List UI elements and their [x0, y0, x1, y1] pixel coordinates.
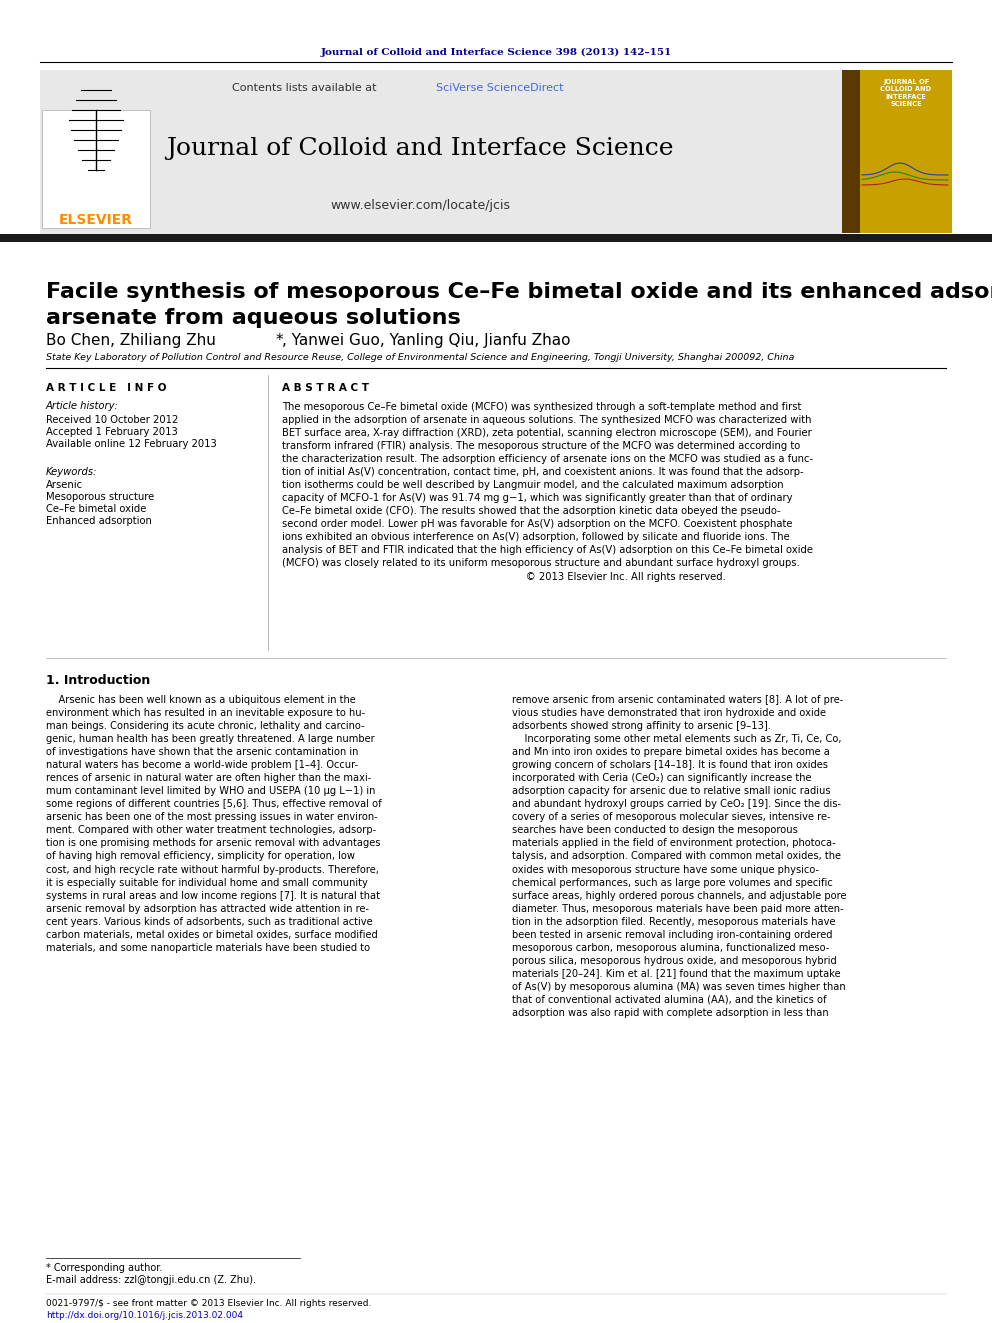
Text: remove arsenic from arsenic contaminated waters [8]. A lot of pre-
vious studies: remove arsenic from arsenic contaminated… — [512, 695, 846, 1017]
Text: State Key Laboratory of Pollution Control and Resource Reuse, College of Environ: State Key Laboratory of Pollution Contro… — [46, 353, 795, 363]
Text: , Yanwei Guo, Yanling Qiu, Jianfu Zhao: , Yanwei Guo, Yanling Qiu, Jianfu Zhao — [282, 332, 570, 348]
Text: 0021-9797/$ - see front matter © 2013 Elsevier Inc. All rights reserved.: 0021-9797/$ - see front matter © 2013 El… — [46, 1299, 371, 1308]
Text: Bo Chen, Zhiliang Zhu: Bo Chen, Zhiliang Zhu — [46, 332, 221, 348]
Text: 1. Introduction: 1. Introduction — [46, 673, 150, 687]
Text: E-mail address: zzl@tongji.edu.cn (Z. Zhu).: E-mail address: zzl@tongji.edu.cn (Z. Zh… — [46, 1275, 256, 1285]
Text: Arsenic: Arsenic — [46, 480, 83, 490]
Text: * Corresponding author.: * Corresponding author. — [46, 1263, 163, 1273]
Bar — [40, 70, 842, 235]
Text: A R T I C L E   I N F O: A R T I C L E I N F O — [46, 382, 167, 393]
Bar — [842, 70, 860, 233]
Text: Mesoporous structure: Mesoporous structure — [46, 492, 154, 501]
Text: Ce–Fe bimetal oxide: Ce–Fe bimetal oxide — [46, 504, 147, 515]
Text: A B S T R A C T: A B S T R A C T — [282, 382, 369, 393]
Text: Enhanced adsorption: Enhanced adsorption — [46, 516, 152, 527]
Text: Journal of Colloid and Interface Science: Journal of Colloid and Interface Science — [167, 136, 674, 160]
Text: Article history:: Article history: — [46, 401, 119, 411]
Text: Arsenic has been well known as a ubiquitous element in the
environment which has: Arsenic has been well known as a ubiquit… — [46, 695, 382, 953]
Text: JOURNAL OF
COLLOID AND
INTERFACE
SCIENCE: JOURNAL OF COLLOID AND INTERFACE SCIENCE — [881, 79, 931, 107]
Bar — [842, 70, 952, 233]
Text: ELSEVIER: ELSEVIER — [59, 213, 133, 228]
Text: Accepted 1 February 2013: Accepted 1 February 2013 — [46, 427, 178, 437]
Bar — [0, 234, 992, 242]
Bar — [42, 110, 150, 228]
Text: Available online 12 February 2013: Available online 12 February 2013 — [46, 439, 216, 448]
Text: SciVerse ScienceDirect: SciVerse ScienceDirect — [436, 83, 563, 93]
Text: Received 10 October 2012: Received 10 October 2012 — [46, 415, 179, 425]
Text: Contents lists available at: Contents lists available at — [232, 83, 380, 93]
Text: www.elsevier.com/locate/jcis: www.elsevier.com/locate/jcis — [330, 200, 510, 213]
Text: The mesoporous Ce–Fe bimetal oxide (MCFO) was synthesized through a soft-templat: The mesoporous Ce–Fe bimetal oxide (MCFO… — [282, 402, 813, 582]
Text: Journal of Colloid and Interface Science 398 (2013) 142–151: Journal of Colloid and Interface Science… — [320, 48, 672, 57]
Text: http://dx.doi.org/10.1016/j.jcis.2013.02.004: http://dx.doi.org/10.1016/j.jcis.2013.02… — [46, 1311, 243, 1319]
Text: *: * — [276, 332, 284, 348]
Text: Keywords:: Keywords: — [46, 467, 97, 478]
Text: Facile synthesis of mesoporous Ce–Fe bimetal oxide and its enhanced adsorption o: Facile synthesis of mesoporous Ce–Fe bim… — [46, 282, 992, 328]
